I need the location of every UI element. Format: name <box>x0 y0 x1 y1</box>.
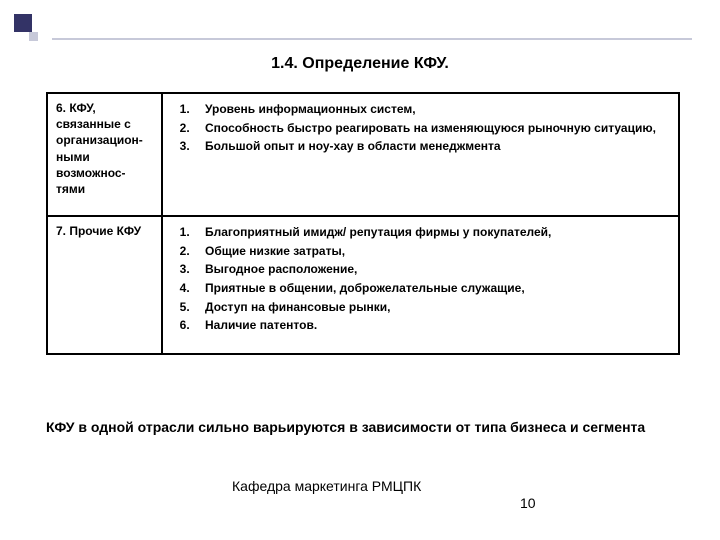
list-item: Благоприятный имидж/ репутация фирмы у п… <box>193 223 670 242</box>
footer-text: Кафедра маркетинга РМЦПК <box>232 477 432 495</box>
list-item: Доступ на финансовые рынки, <box>193 298 670 317</box>
decor-square-small <box>29 32 38 41</box>
item-list: Уровень информационных систем, Способнос… <box>171 100 670 156</box>
table-row: 7. Прочие КФУ Благоприятный имидж/ репут… <box>47 216 679 354</box>
row-content: Уровень информационных систем, Способнос… <box>162 93 679 216</box>
table-row: 6. КФУ, связанные с организацион-ными во… <box>47 93 679 216</box>
row-label: 6. КФУ, связанные с организацион-ными во… <box>47 93 162 216</box>
list-item: Наличие патентов. <box>193 316 670 335</box>
decor-rule <box>52 38 692 40</box>
list-item: Способность быстро реагировать на изменя… <box>193 119 670 138</box>
slide-title: 1.4. Определение КФУ. <box>0 55 720 73</box>
list-item: Большой опыт и ноу-хау в области менеджм… <box>193 137 670 156</box>
list-item: Общие низкие затраты, <box>193 242 670 261</box>
kfu-table: 6. КФУ, связанные с организацион-ными во… <box>46 92 680 355</box>
row-content: Благоприятный имидж/ репутация фирмы у п… <box>162 216 679 354</box>
summary-note: КФУ в одной отрасли сильно варьируются в… <box>46 418 666 437</box>
list-item: Выгодное расположение, <box>193 260 670 279</box>
row-label: 7. Прочие КФУ <box>47 216 162 354</box>
list-item: Уровень информационных систем, <box>193 100 670 119</box>
list-item: Приятные в общении, доброжелательные слу… <box>193 279 670 298</box>
decor-square-big <box>14 14 32 32</box>
item-list: Благоприятный имидж/ репутация фирмы у п… <box>171 223 670 335</box>
page-number: 10 <box>520 495 536 511</box>
